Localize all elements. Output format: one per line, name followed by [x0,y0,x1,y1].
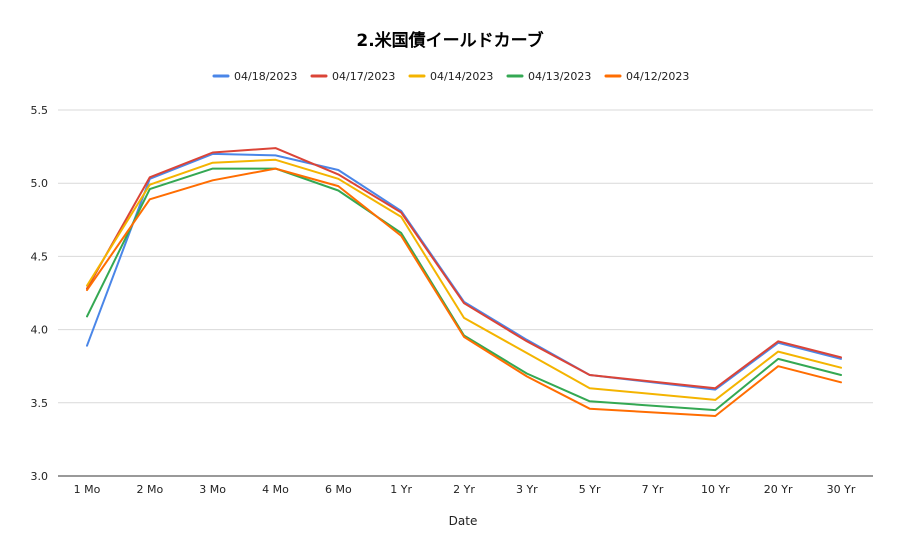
x-tick-label: 1 Mo [74,483,101,496]
legend-item[interactable]: 04/12/2023 [604,70,689,83]
x-tick-label: 20 Yr [764,483,793,496]
legend-item[interactable]: 04/18/2023 [212,70,297,83]
series-line-04-17-2023 [86,147,842,390]
legend: 04/18/2023 04/17/2023 04/14/2023 04/13/2023… [212,70,689,83]
legend-label: 04/13/2023 [528,70,591,83]
x-tick-label: 5 Yr [579,483,601,496]
x-tick-label: 3 Mo [199,483,226,496]
series-line-04-13-2023 [86,167,842,412]
legend-item[interactable]: 04/13/2023 [506,70,591,83]
x-tick-label: 2 Yr [453,483,475,496]
series-lines [86,147,842,417]
legend-item[interactable]: 04/14/2023 [408,70,493,83]
y-tick-label: 3.5 [31,397,49,410]
series-line-04-14-2023 [86,158,842,401]
x-tick-label: 6 Mo [325,483,352,496]
x-tick-label: 4 Mo [262,483,289,496]
x-axis-title: Date [449,514,478,528]
x-tick-label: 30 Yr [827,483,856,496]
y-tick-label: 5.0 [31,177,49,190]
y-tick-label: 3.0 [31,470,49,483]
y-tick-label: 4.0 [31,324,49,337]
series-line-04-18-2023 [86,152,842,391]
legend-item[interactable]: 04/17/2023 [310,70,395,83]
y-tick-label: 4.5 [31,250,49,263]
x-tick-label: 3 Yr [516,483,538,496]
legend-label: 04/12/2023 [626,70,689,83]
y-axis-ticks: 3.0 3.5 4.0 4.5 5.0 5.5 [31,104,49,483]
legend-label: 04/18/2023 [234,70,297,83]
x-tick-label: 10 Yr [701,483,730,496]
x-axis-ticks: 1 Mo 2 Mo 3 Mo 4 Mo 6 Mo 1 Yr 2 Yr 3 Yr 5 Yr 7 Yr… [74,483,856,496]
gridlines [58,109,873,477]
x-tick-label: 1 Yr [390,483,412,496]
x-tick-label: 7 Yr [642,483,664,496]
series-line-04-12-2023 [86,167,842,417]
legend-label: 04/17/2023 [332,70,395,83]
legend-label: 04/14/2023 [430,70,493,83]
y-tick-label: 5.5 [31,104,49,117]
x-tick-label: 2 Mo [136,483,163,496]
chart-title: 2.米国債イールドカーブ [356,30,543,51]
